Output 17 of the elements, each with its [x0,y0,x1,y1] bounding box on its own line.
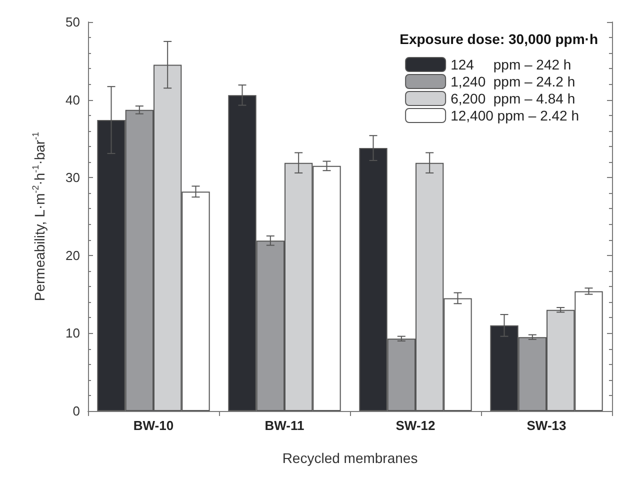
x-tick-label: BW-10 [133,418,174,433]
y-tick-label: 40 [66,92,80,108]
x-tick-label: BW-11 [264,418,304,433]
y-tick-label: 30 [66,170,80,186]
legend-label: 124 ppm – 242 h [450,56,572,72]
y-tick-label: 20 [66,248,80,263]
legend-title: Exposure dose: 30,000 ppm·h [400,31,598,47]
legend-label: 12,400 ppm – 2.42 h [450,108,580,124]
y-tick-label: 50 [66,14,80,30]
y-axis-title: Permeability, L·m-2·h-1·bar-1 [30,132,48,302]
legend-label: 1,240 ppm – 24.2 h [450,74,576,90]
x-axis-title: Recycled membranes [282,450,418,466]
y-tick-label: 10 [66,326,80,341]
y-tick-label: 0 [72,404,80,418]
legend-label: 6,200 ppm – 4.84 h [450,90,576,106]
x-tick-label: SW-12 [396,418,436,433]
x-tick-label: SW-13 [526,418,566,433]
